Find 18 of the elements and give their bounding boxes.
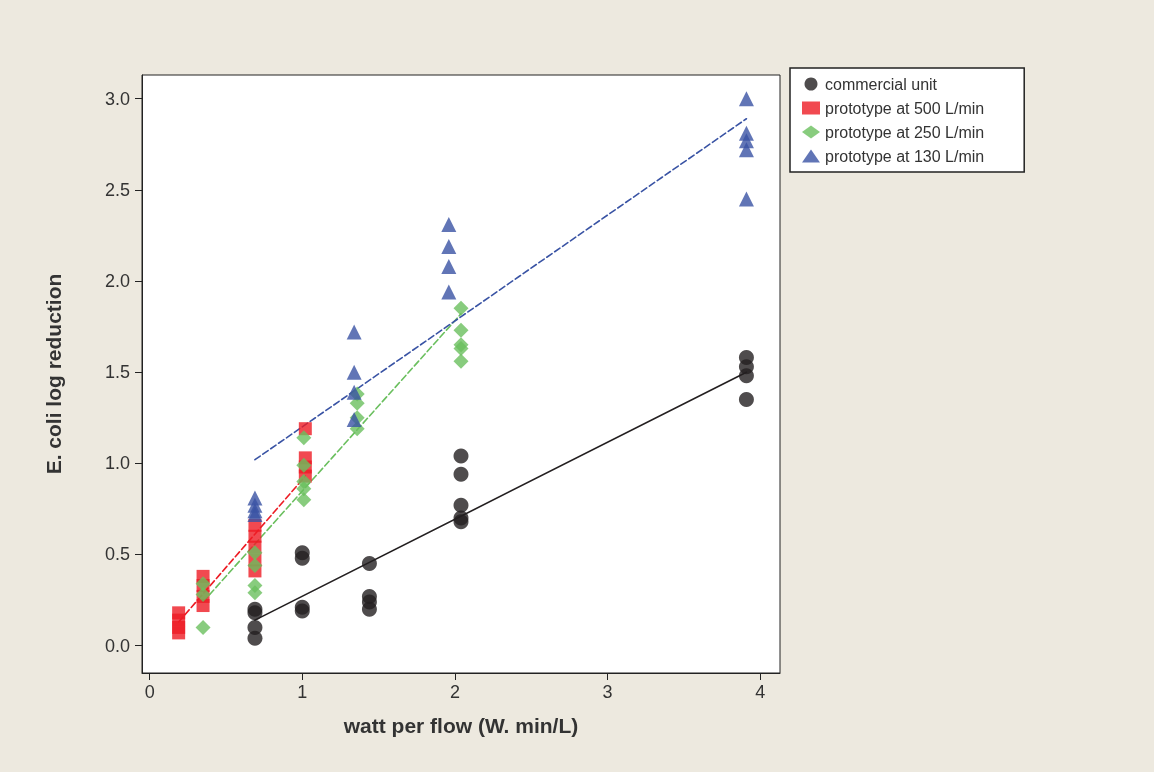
- y-tick-label: 0.5: [104, 544, 130, 565]
- x-axis-title: watt per flow (W. min/L): [342, 714, 579, 737]
- y-tick-label: 1.5: [104, 362, 130, 383]
- y-tick-label: 3.0: [104, 88, 130, 109]
- x-tick-label: 2: [449, 682, 460, 702]
- y-axis-title: E. coli log reduction: [42, 273, 65, 475]
- legend-label: commercial unit: [825, 75, 938, 93]
- x-tick-label: 0: [144, 682, 155, 702]
- x-tick-label: 1: [297, 682, 308, 702]
- y-tick-label: 2.0: [104, 271, 130, 292]
- legend-label: prototype at 130 L/min: [825, 147, 985, 165]
- y-tick-label: 2.5: [104, 179, 130, 200]
- legend-label: prototype at 500 L/min: [825, 99, 985, 117]
- x-tick-label: 3: [602, 682, 613, 702]
- y-tick-label: 0.0: [104, 635, 130, 656]
- y-tick-label: 1.0: [104, 453, 130, 474]
- x-tick-label: 4: [755, 682, 766, 702]
- legend-label: prototype at 250 L/min: [825, 123, 985, 141]
